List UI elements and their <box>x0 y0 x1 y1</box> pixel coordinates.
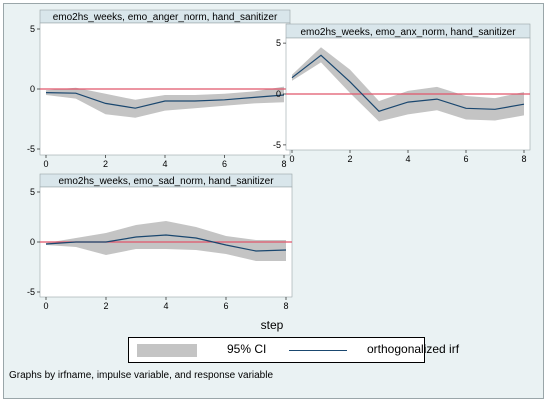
panel-3-xtick-label: 2 <box>103 301 108 311</box>
panel-1-irf-line <box>45 92 285 109</box>
panel-1-xtick-label: 2 <box>103 159 108 169</box>
panel-1-ci-band <box>46 86 284 118</box>
figure-note: Graphs by irfname, impulse variable, and… <box>9 370 274 381</box>
panel-1-ytick-label: 5 <box>30 24 35 34</box>
panel-3-ci-band <box>46 221 286 261</box>
panel-1-ytick-label: -5 <box>27 144 35 154</box>
panel-3-xtick-label: 0 <box>43 301 48 311</box>
panel-3-ytick-label: 5 <box>30 187 35 197</box>
panel-2-ci-band <box>292 47 524 122</box>
panel-1-title: emo2hs_weeks, emo_anger_norm, hand_sanit… <box>53 12 278 23</box>
panel-2-xtick-label: 8 <box>521 154 526 164</box>
legend-ci-swatch <box>137 344 197 357</box>
panel-1-xtick-label: 4 <box>162 159 167 169</box>
panel-3-ytick-label: -5 <box>27 287 35 297</box>
panel-3-xtick-label: 6 <box>223 301 228 311</box>
x-axis-label: step <box>261 318 284 332</box>
panel-2-ytick-label: 5 <box>276 38 281 48</box>
panel-3-ytick-label: 0 <box>30 237 35 247</box>
panel-2-xtick-label: 0 <box>289 154 294 164</box>
panel-2-ytick-label: 0 <box>276 89 281 99</box>
panel-3-xtick-label: 4 <box>163 301 168 311</box>
panel-1-ytick-label: 0 <box>30 84 35 94</box>
legend-ci-label: 95% CI <box>227 342 267 356</box>
legend: 95% CI orthogonalized irf <box>128 337 459 363</box>
panel-2-title: emo2hs_weeks, emo_anx_norm, hand_sanitiz… <box>300 27 516 38</box>
panel-1-xtick-label: 6 <box>222 159 227 169</box>
panel-3-irf-line <box>45 234 287 252</box>
legend-irf-swatch <box>289 350 347 351</box>
panel-2-irf-line <box>291 54 525 112</box>
panel-2-ytick-label: -5 <box>273 140 281 150</box>
panel-1-xtick-label: 0 <box>43 159 48 169</box>
legend-irf-label: orthogonalized irf <box>367 342 460 356</box>
panel-2-xtick-label: 4 <box>405 154 410 164</box>
panel-3-xtick-label: 8 <box>283 301 288 311</box>
panel-2-xtick-label: 2 <box>347 154 352 164</box>
panel-2-xtick-label: 6 <box>463 154 468 164</box>
panel-1-xtick-label: 8 <box>281 159 286 169</box>
panel-3-title: emo2hs_weeks, emo_sad_norm, hand_sanitiz… <box>58 176 274 187</box>
